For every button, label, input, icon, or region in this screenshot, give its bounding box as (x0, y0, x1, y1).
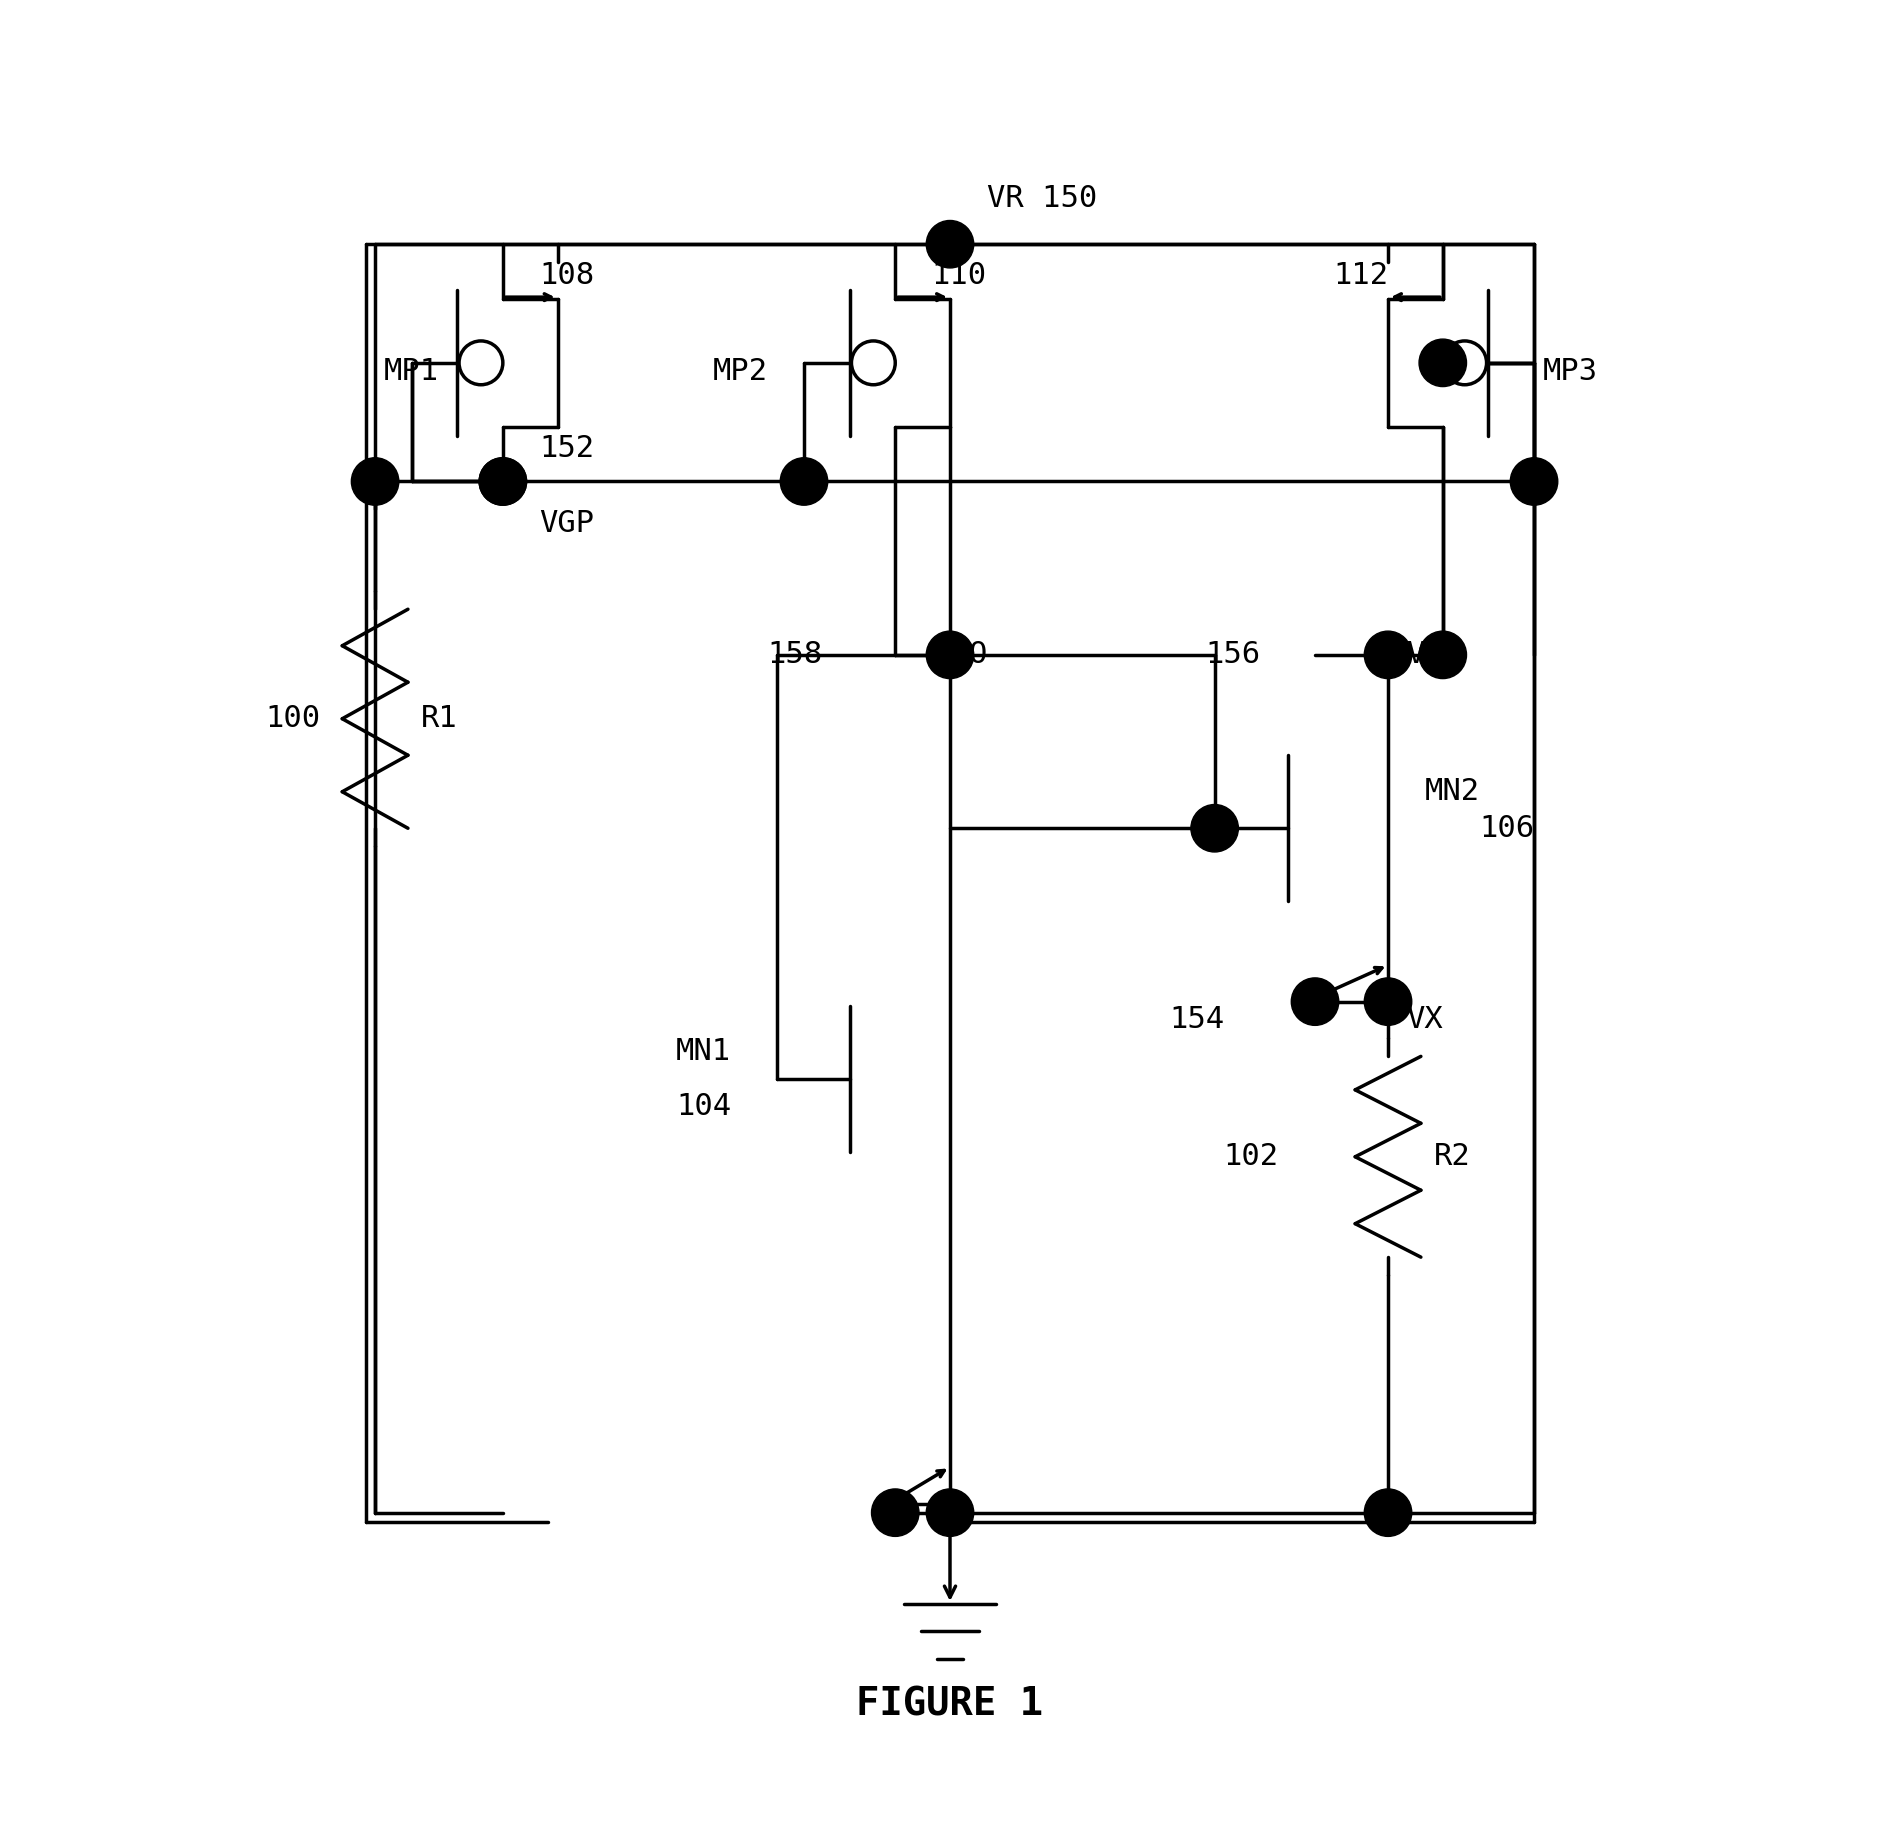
Circle shape (872, 1490, 920, 1536)
Circle shape (1364, 978, 1412, 1026)
Text: MN2: MN2 (1425, 778, 1480, 805)
Circle shape (781, 458, 828, 506)
Text: 152: 152 (540, 434, 595, 463)
Text: 106: 106 (1480, 813, 1535, 842)
Text: VGP: VGP (540, 509, 595, 537)
Text: 154: 154 (1168, 1006, 1224, 1034)
Text: MN1: MN1 (676, 1037, 732, 1067)
Text: 156: 156 (1205, 640, 1260, 669)
Text: O: O (969, 640, 986, 669)
Text: MP1: MP1 (384, 357, 439, 386)
Text: VGN: VGN (1406, 640, 1461, 669)
Text: 110: 110 (931, 261, 986, 291)
Circle shape (1292, 978, 1339, 1026)
Circle shape (1191, 804, 1239, 851)
Circle shape (927, 221, 973, 268)
Circle shape (460, 340, 504, 384)
Circle shape (1510, 458, 1558, 506)
Circle shape (1442, 340, 1486, 384)
Circle shape (1364, 1490, 1412, 1536)
Text: 108: 108 (540, 261, 595, 291)
Circle shape (352, 458, 399, 506)
Text: MP3: MP3 (1543, 357, 1598, 386)
Circle shape (927, 1490, 973, 1536)
Text: VX: VX (1406, 1006, 1442, 1034)
Circle shape (479, 458, 526, 506)
Circle shape (851, 340, 895, 384)
Text: 102: 102 (1224, 1142, 1279, 1171)
Circle shape (479, 458, 526, 506)
Text: 104: 104 (676, 1092, 732, 1122)
Text: FIGURE 1: FIGURE 1 (857, 1685, 1043, 1723)
Circle shape (927, 631, 973, 679)
Text: R1: R1 (420, 704, 458, 734)
Circle shape (1419, 631, 1467, 679)
Text: MP2: MP2 (712, 357, 768, 386)
Text: 158: 158 (768, 640, 823, 669)
Text: 100: 100 (266, 704, 321, 734)
Text: R2: R2 (1434, 1142, 1471, 1171)
Text: 112: 112 (1334, 261, 1389, 291)
Circle shape (1419, 338, 1467, 386)
Text: VR 150: VR 150 (986, 184, 1096, 213)
Circle shape (1364, 631, 1412, 679)
